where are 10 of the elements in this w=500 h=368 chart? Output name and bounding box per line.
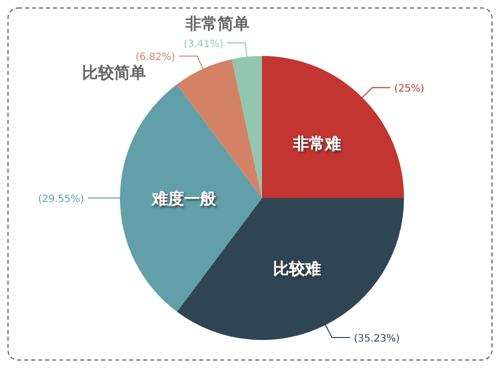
slice-label: 非常简单: [184, 14, 250, 33]
data-label: (29.55%): [38, 194, 84, 206]
slice-label: 比较简单: [82, 63, 146, 82]
data-label: (3.41%): [184, 38, 224, 50]
data-label: (35.23%): [354, 333, 400, 344]
slice-label: 比较难: [272, 258, 321, 278]
data-label: (25%): [394, 84, 424, 95]
slice-label: 难度一般: [150, 189, 217, 208]
slice-label: 非常难: [292, 134, 342, 153]
data-label: (6.82%): [136, 52, 176, 64]
